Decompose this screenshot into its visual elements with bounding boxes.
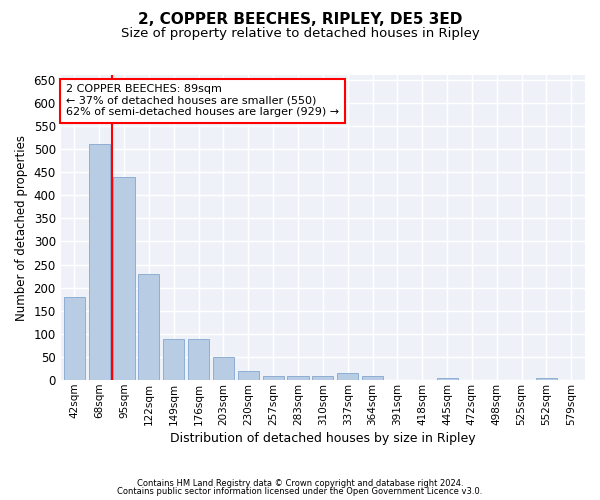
- Bar: [362, 376, 383, 380]
- Bar: [337, 373, 358, 380]
- Bar: [263, 376, 284, 380]
- Bar: [238, 371, 259, 380]
- X-axis label: Distribution of detached houses by size in Ripley: Distribution of detached houses by size …: [170, 432, 476, 445]
- Text: Contains HM Land Registry data © Crown copyright and database right 2024.: Contains HM Land Registry data © Crown c…: [137, 478, 463, 488]
- Bar: [213, 357, 234, 380]
- Bar: [312, 376, 334, 380]
- Bar: [139, 274, 160, 380]
- Text: Size of property relative to detached houses in Ripley: Size of property relative to detached ho…: [121, 28, 479, 40]
- Text: Contains public sector information licensed under the Open Government Licence v3: Contains public sector information licen…: [118, 487, 482, 496]
- Bar: [163, 338, 184, 380]
- Y-axis label: Number of detached properties: Number of detached properties: [15, 134, 28, 320]
- Bar: [188, 338, 209, 380]
- Text: 2 COPPER BEECHES: 89sqm
← 37% of detached houses are smaller (550)
62% of semi-d: 2 COPPER BEECHES: 89sqm ← 37% of detache…: [66, 84, 339, 117]
- Bar: [536, 378, 557, 380]
- Bar: [437, 378, 458, 380]
- Bar: [89, 144, 110, 380]
- Bar: [64, 297, 85, 380]
- Bar: [113, 176, 134, 380]
- Text: 2, COPPER BEECHES, RIPLEY, DE5 3ED: 2, COPPER BEECHES, RIPLEY, DE5 3ED: [138, 12, 462, 28]
- Bar: [287, 376, 308, 380]
